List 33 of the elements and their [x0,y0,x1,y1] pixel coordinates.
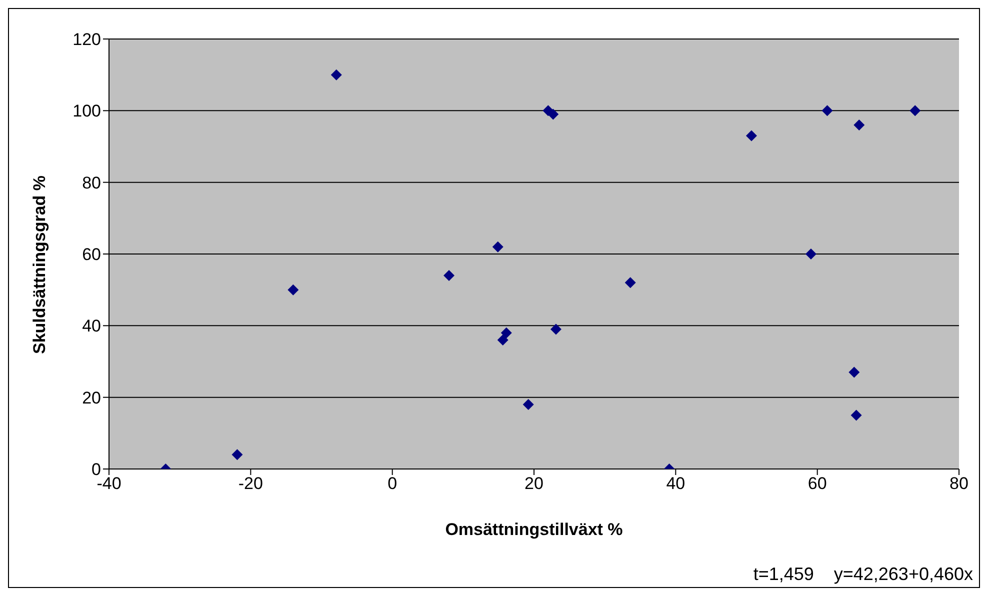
point [330,69,342,80]
point [288,284,299,296]
x-tick-label: 60 [808,474,827,494]
point [522,399,534,410]
point [854,120,865,130]
point [492,241,504,252]
point [548,108,559,120]
point [624,277,636,288]
point [910,105,921,116]
point [550,324,562,335]
x-tick-label: 40 [666,474,686,494]
point [444,270,454,281]
point [500,327,512,338]
point [822,105,833,116]
point [232,449,243,460]
x-tick-label: 80 [950,474,968,494]
text: t=1,459 y=42,263+0,460x [753,564,973,585]
point [850,410,862,421]
point [746,130,757,142]
y-tick-label: 120 [72,30,101,50]
y-tick-label: 60 [82,245,101,264]
y-axis-title: Skuldsättningsgrad % [30,175,50,354]
x-tick-label: 0 [388,474,398,494]
y-tick-label: 40 [82,316,101,336]
x-axis-title: Omsättningstillväxt % [445,520,623,539]
y-tick-label: 80 [82,173,101,192]
point [848,366,860,378]
point [805,248,816,260]
x-tick-label: -20 [238,474,263,494]
y-tick-label: 20 [82,388,101,408]
x-tick-label: 20 [524,474,544,494]
point [497,334,508,346]
y-tick-label: 100 [72,102,101,121]
